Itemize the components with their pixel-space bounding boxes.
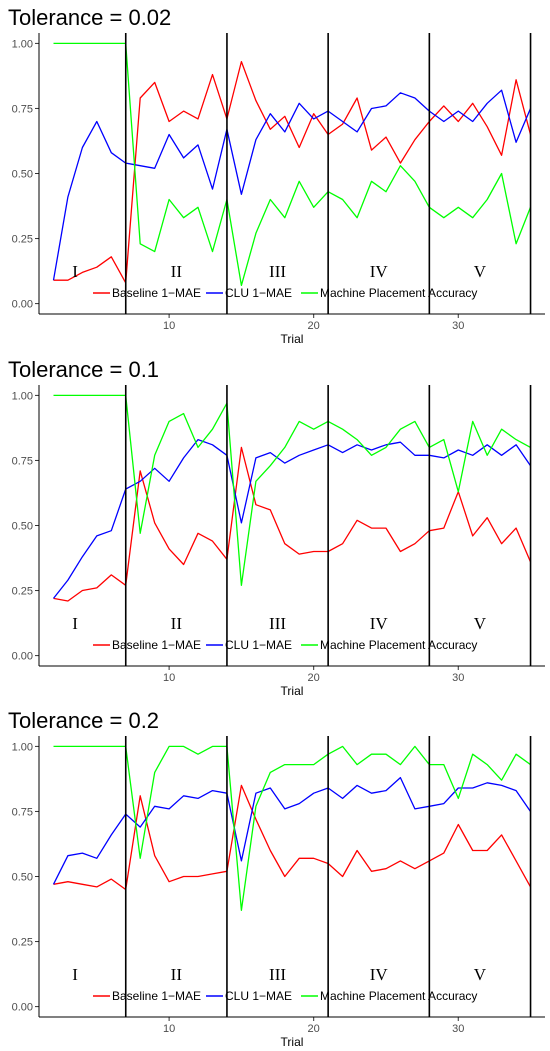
x-tick-label: 10 [163,1023,175,1035]
chart-panel-2: Tolerance = 0.1 0.00 0.25 0.50 0.75 1.00 10 20 3… [8,357,545,698]
y-tick-label: 0.75 [12,103,33,115]
series-line-1 [53,446,532,602]
legend-label-2: CLU 1−MAE [225,286,292,300]
y-tick-label: 1.00 [12,741,33,753]
x-axis-label: Trial [281,1035,304,1049]
legend-label-3: Machine Placement Accuracy [320,638,477,652]
chart-title: Tolerance = 0.02 [8,5,171,30]
series-line-1 [53,784,532,891]
chart-title: Tolerance = 0.2 [8,708,159,733]
x-tick-label: 30 [452,1023,464,1035]
chart-panel-3: Tolerance = 0.2 0.00 0.25 0.50 0.75 1.00 10 20 3… [8,708,545,1049]
y-tick-label: 0.75 [12,455,33,467]
phase-label: V [474,262,487,281]
y-tick-label: 1.00 [12,38,33,50]
phase-label: III [269,965,286,984]
legend-label-2: CLU 1−MAE [225,638,292,652]
series-line-3 [53,42,532,287]
y-tick-label: 0.50 [12,169,33,181]
series-line-3 [53,745,531,911]
x-tick-label: 10 [163,320,175,332]
series-line-2 [52,89,532,281]
phase-label: V [474,965,487,984]
legend-label-3: Machine Placement Accuracy [320,286,477,300]
y-tick-label: 0.50 [12,872,33,884]
y-tick-label: 0.50 [12,521,33,533]
x-tick-label: 30 [452,672,464,684]
x-tick-label: 10 [163,672,175,684]
legend-label-3: Machine Placement Accuracy [320,989,477,1003]
phase-label: I [72,965,78,984]
y-tick-label: 0.00 [12,1002,33,1014]
phase-label: II [171,262,183,281]
phase-label: I [72,262,78,281]
phase-label: V [474,614,487,633]
legend-label-2: CLU 1−MAE [225,989,292,1003]
x-tick-label: 20 [308,672,320,684]
y-tick-label: 0.75 [12,806,33,818]
series-line-1 [53,60,532,284]
phase-label: III [269,262,286,281]
x-tick-label: 20 [308,320,320,332]
phase-label: II [171,614,183,633]
x-axis-label: Trial [281,684,304,698]
y-tick-label: 0.00 [12,299,33,311]
phase-label: II [171,965,183,984]
phase-label: IV [370,965,389,984]
phase-label: IV [370,262,389,281]
chart-title: Tolerance = 0.1 [8,357,159,382]
x-tick-label: 30 [452,320,464,332]
phase-label: I [72,614,78,633]
legend-label-1: Baseline 1−MAE [112,638,201,652]
x-axis-label: Trial [281,332,304,346]
phase-label: III [269,614,286,633]
x-tick-label: 20 [308,1023,320,1035]
chart-panel-1: Tolerance = 0.02 0.00 0.25 0.50 0.75 1.00 10 20… [8,5,545,346]
y-tick-label: 0.25 [12,937,33,949]
series-line-3 [53,394,531,586]
y-tick-label: 0.00 [12,651,33,663]
phase-label: IV [370,614,389,633]
y-tick-label: 1.00 [12,390,33,402]
legend-label-1: Baseline 1−MAE [112,989,201,1003]
y-tick-label: 0.25 [12,234,33,246]
y-tick-label: 0.25 [12,586,33,598]
series-line-2 [52,438,532,599]
legend-label-1: Baseline 1−MAE [112,286,201,300]
series-line-2 [52,776,532,885]
